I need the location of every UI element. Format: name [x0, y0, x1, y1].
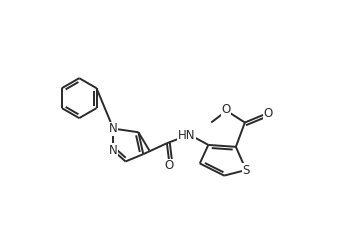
- Text: N: N: [109, 144, 118, 157]
- Text: S: S: [243, 163, 250, 176]
- Text: O: O: [264, 108, 273, 121]
- Text: O: O: [221, 103, 230, 116]
- Text: HN: HN: [177, 129, 195, 142]
- Text: N: N: [109, 122, 118, 135]
- Text: O: O: [165, 159, 174, 172]
